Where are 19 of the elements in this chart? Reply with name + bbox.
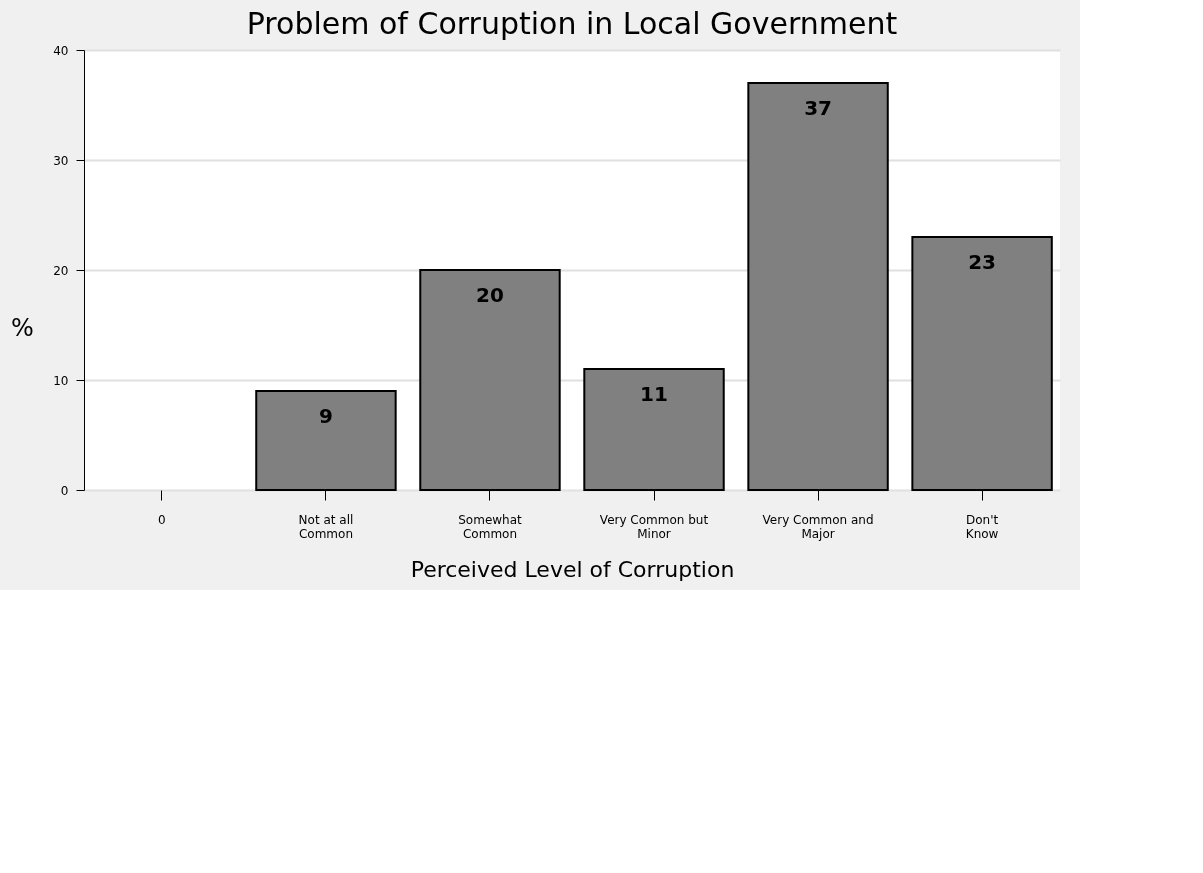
x-axis-title: Perceived Level of Corruption — [410, 556, 735, 582]
x-tick-label: Very Common but Minor — [599, 512, 709, 541]
data-label: 20 — [476, 283, 504, 307]
x-tick-label: Somewhat Common — [458, 512, 523, 541]
y-tick-label: 10 — [53, 373, 69, 388]
y-tick-label: 30 — [53, 153, 69, 168]
x-tick-label: Not at all Common — [298, 512, 354, 541]
y-tick-label: 40 — [53, 43, 69, 58]
data-label: 11 — [640, 382, 668, 406]
y-tick-label: 20 — [53, 263, 69, 278]
x-tick-label: 0 — [158, 512, 166, 527]
x-tick-label: Don't Know — [965, 512, 999, 541]
data-label: 37 — [804, 96, 832, 120]
x-tick-label: Very Common and Major — [762, 512, 874, 541]
chart-title: Problem of Corruption in Local Government — [246, 6, 898, 41]
y-tick-label: 0 — [60, 483, 69, 498]
data-label: 23 — [968, 250, 997, 274]
y-axis-title: % — [11, 313, 34, 342]
data-label: 9 — [318, 404, 333, 428]
